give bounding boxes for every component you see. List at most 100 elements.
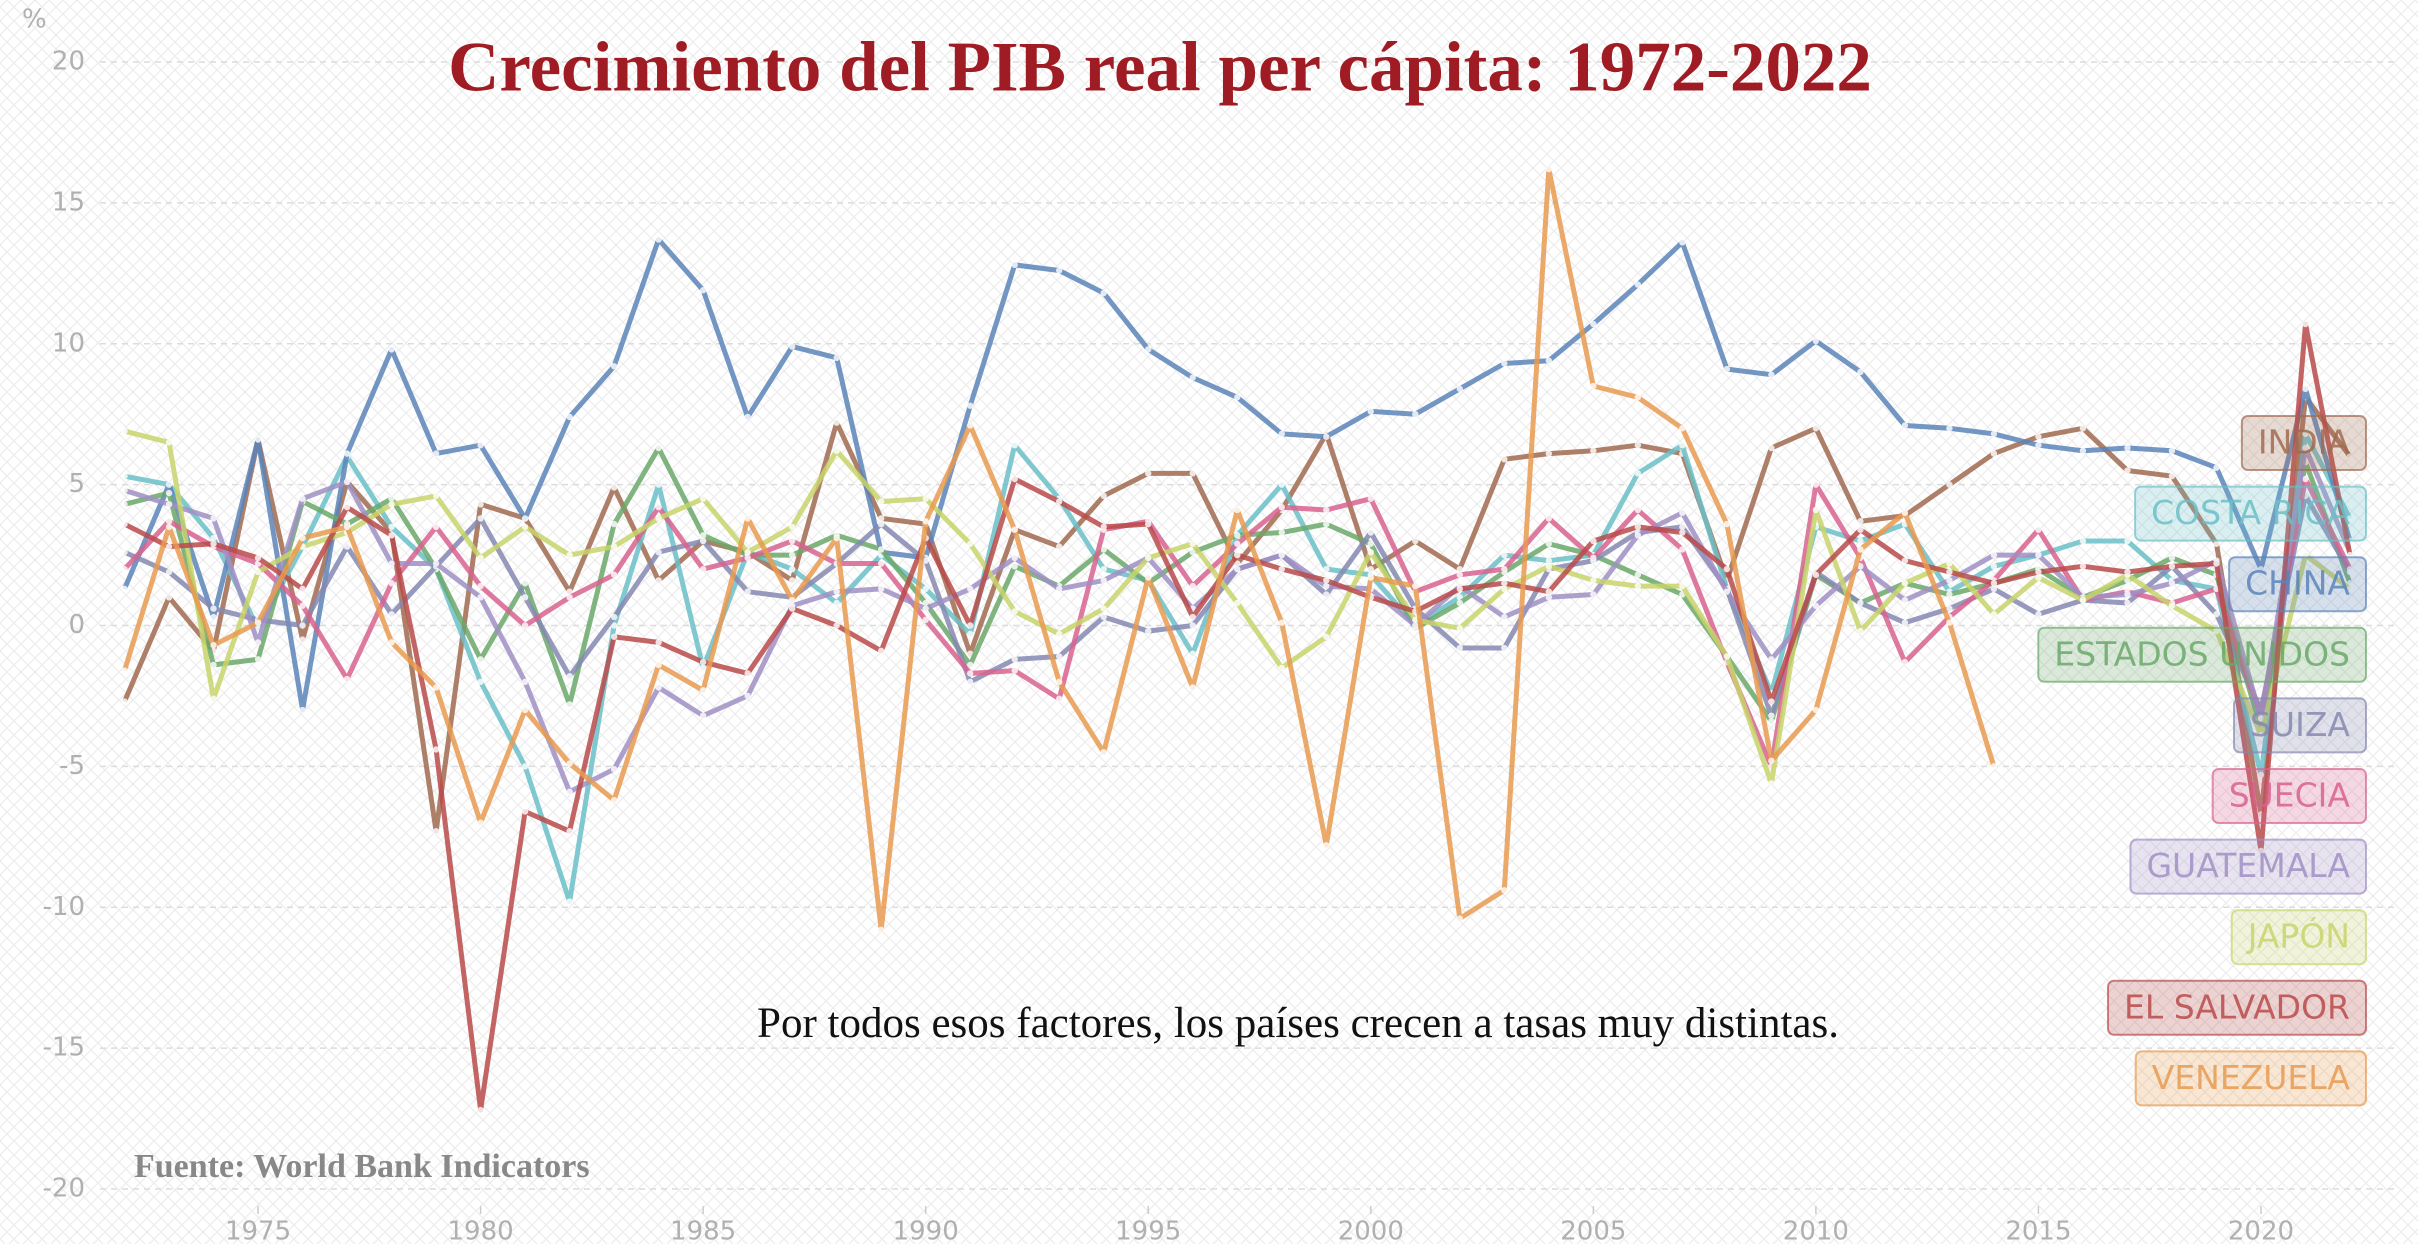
series-point	[1768, 718, 1775, 725]
series-point	[610, 484, 618, 491]
series-point	[1145, 520, 1152, 528]
series-point	[1545, 450, 1553, 457]
annotation: Por todos esos factores, los países crec…	[757, 1000, 1839, 1047]
series-point	[1234, 599, 1241, 607]
legend-label: VENEZUELA	[2152, 1058, 2351, 1097]
series-point	[388, 580, 395, 587]
series-point	[744, 413, 751, 421]
series-point	[299, 495, 306, 502]
series-point	[1278, 503, 1285, 511]
y-tick-label: 20	[52, 47, 85, 77]
series-point	[655, 639, 662, 646]
series-point	[1812, 602, 1820, 609]
series-point	[566, 827, 573, 835]
series-point	[610, 363, 618, 370]
legend-box	[2228, 556, 2367, 613]
series-point	[2257, 732, 2265, 739]
series-point	[165, 501, 173, 508]
series-point	[1768, 444, 1775, 452]
series-point	[1946, 591, 1953, 598]
series-point	[1011, 441, 1018, 449]
legend-item: ESTADOS UNIDOS	[2037, 626, 2367, 683]
series-point	[566, 701, 573, 708]
series-point	[1100, 565, 1107, 573]
series-point	[788, 605, 796, 612]
series-point	[2168, 447, 2176, 455]
series-point	[655, 503, 662, 511]
series-point	[1501, 551, 1508, 559]
series-point	[1323, 582, 1330, 590]
legend-label: CHINA	[2245, 564, 2350, 603]
series-point	[877, 926, 885, 933]
legend-box	[2134, 485, 2367, 542]
series-point	[966, 540, 974, 547]
series-point	[210, 605, 217, 612]
series-point	[1946, 619, 1953, 626]
series-point	[1634, 281, 1642, 288]
legend-box	[2134, 1050, 2367, 1107]
series-point	[2302, 475, 2309, 483]
x-tick-label: 1985	[670, 1217, 736, 1244]
series-point	[2346, 453, 2354, 460]
series-point	[254, 568, 262, 576]
series-point	[254, 554, 262, 562]
series-point	[655, 549, 662, 556]
series-point	[1768, 656, 1775, 663]
legend-box	[2230, 909, 2367, 966]
series-point	[2257, 847, 2265, 855]
series-point	[1901, 619, 1909, 626]
series-point	[1456, 625, 1464, 632]
series-point	[655, 444, 662, 452]
series-point	[1946, 577, 1953, 584]
series-point	[1857, 627, 1864, 635]
series-point	[210, 540, 217, 547]
series-point	[2213, 464, 2220, 471]
series-point	[1857, 563, 1864, 570]
series-point	[2213, 627, 2220, 635]
series-point	[1679, 425, 1686, 432]
series-point	[2302, 320, 2309, 328]
series-point	[1723, 653, 1731, 660]
series-point	[566, 551, 573, 559]
series-point	[1234, 565, 1241, 573]
series-point	[699, 495, 707, 502]
series-point	[432, 450, 440, 457]
series-point	[1456, 571, 1464, 578]
series-point	[1545, 557, 1553, 564]
series-point	[610, 622, 618, 629]
series-point	[2346, 565, 2354, 573]
series-point	[922, 518, 929, 525]
series-point	[210, 613, 217, 621]
series-point	[1056, 695, 1063, 702]
series-point	[254, 619, 262, 626]
series-point	[165, 523, 173, 531]
series-point	[1278, 664, 1285, 671]
series-point	[1901, 557, 1909, 564]
series-point	[1367, 529, 1374, 536]
series-point	[966, 422, 974, 429]
series-point	[1323, 520, 1330, 528]
series-point	[788, 523, 796, 531]
series-point	[1679, 441, 1686, 449]
series-point	[610, 520, 618, 528]
series-point	[388, 501, 395, 508]
series-point	[343, 675, 351, 683]
series-point	[655, 661, 662, 669]
series-point	[1100, 613, 1107, 621]
series-point	[833, 419, 840, 426]
series-point	[2124, 568, 2131, 576]
series-point	[1234, 394, 1241, 401]
series-point	[2257, 565, 2265, 573]
series-point	[1456, 644, 1464, 652]
series-point	[1990, 763, 1998, 770]
series-point	[521, 763, 529, 770]
series-point	[254, 436, 262, 443]
series-point	[1768, 371, 1775, 378]
series-point	[477, 441, 484, 449]
series-point	[388, 611, 395, 618]
series-point	[1634, 523, 1642, 531]
series-point	[121, 585, 128, 593]
series-point	[1946, 481, 1953, 488]
series-point	[1990, 563, 1998, 570]
